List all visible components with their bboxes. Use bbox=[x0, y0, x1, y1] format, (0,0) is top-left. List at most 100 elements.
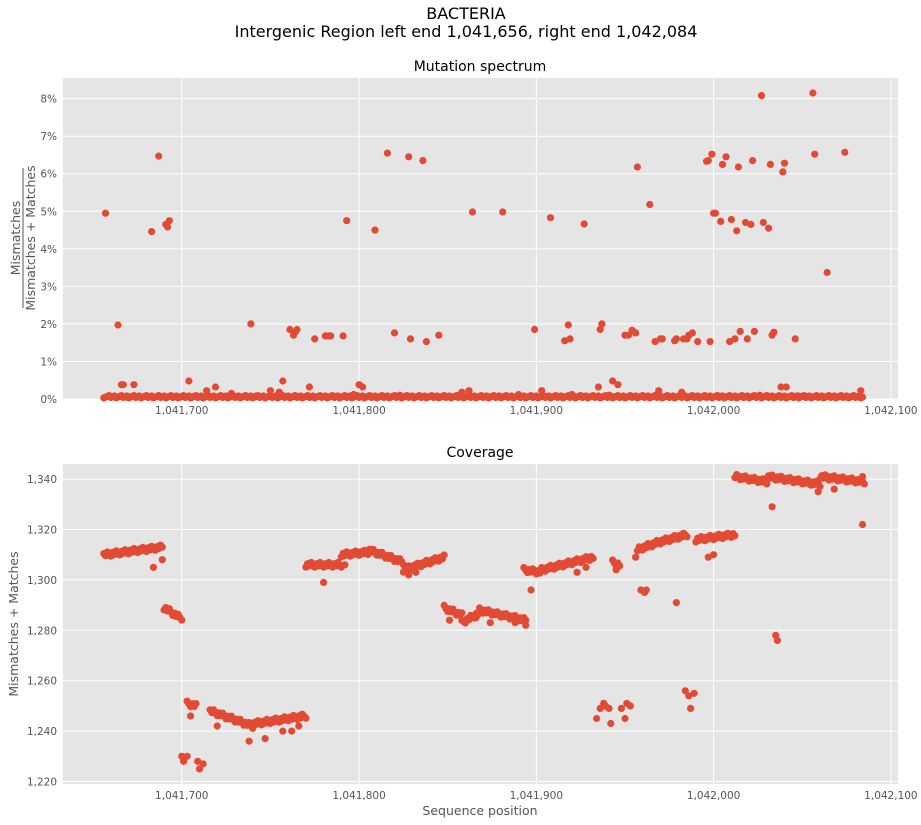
mutation-spectrum-data-point bbox=[564, 321, 572, 329]
coverage-y-tick-label: 1,240 bbox=[27, 726, 57, 738]
mutation-spectrum-data-point bbox=[419, 157, 427, 165]
coverage-data-point bbox=[681, 687, 689, 695]
coverage-y-label: Mismatches + Matches bbox=[6, 551, 21, 696]
coverage-data-point bbox=[320, 578, 328, 587]
coverage-data-point bbox=[672, 599, 681, 607]
mutation-spectrum-data-point bbox=[164, 223, 172, 231]
mutation-spectrum-data-point bbox=[383, 149, 391, 157]
mutation-spectrum-y-tick-label: 4% bbox=[40, 244, 57, 256]
coverage-data-point bbox=[690, 689, 698, 697]
coverage-data-point bbox=[279, 727, 287, 735]
mutation-spectrum-data-point bbox=[405, 153, 413, 161]
coverage-data-point bbox=[573, 568, 581, 576]
coverage-panel: Coverage 1,2201,2401,2601,2801,3001,3201… bbox=[6, 445, 918, 818]
coverage-data-point bbox=[261, 735, 269, 743]
mutation-spectrum-x-tick-label: 1,041,700 bbox=[155, 405, 208, 417]
mutation-spectrum-data-point bbox=[286, 325, 294, 334]
mutation-spectrum-data-point bbox=[343, 217, 351, 225]
coverage-data-point bbox=[642, 586, 650, 594]
coverage-data-point bbox=[522, 621, 530, 629]
mutation-spectrum-data-point bbox=[749, 157, 757, 165]
mutation-spectrum-data-point bbox=[396, 391, 404, 399]
coverage-data-point bbox=[527, 586, 535, 594]
mutation-spectrum-title: Mutation spectrum bbox=[414, 59, 547, 75]
mutation-spectrum-data-point bbox=[266, 387, 274, 395]
coverage-data-point bbox=[635, 546, 643, 554]
coverage-data-point bbox=[589, 554, 597, 563]
mutation-spectrum-data-point bbox=[743, 335, 751, 343]
mutation-spectrum-data-point bbox=[717, 217, 725, 225]
mutation-spectrum-data-point bbox=[858, 393, 867, 401]
coverage-y-tick-label: 1,260 bbox=[27, 676, 57, 688]
coverage-data-point bbox=[199, 760, 207, 768]
coverage-data-point bbox=[458, 609, 466, 617]
coverage-data-point bbox=[687, 704, 695, 713]
mutation-spectrum-data-point bbox=[598, 320, 606, 328]
mutation-spectrum-data-point bbox=[515, 390, 523, 399]
mutation-spectrum-data-point bbox=[499, 208, 507, 216]
mutation-spectrum-data-point bbox=[759, 218, 767, 227]
mutation-spectrum-data-point bbox=[596, 325, 604, 334]
mutation-spectrum-data-point bbox=[155, 152, 163, 160]
mutation-spectrum-data-point bbox=[756, 391, 764, 399]
mutation-spectrum-data-point bbox=[708, 150, 716, 158]
mutation-spectrum-data-point bbox=[672, 335, 681, 343]
coverage-data-point bbox=[472, 614, 480, 622]
mutation-spectrum-y-tick-label: 8% bbox=[40, 94, 57, 106]
coverage-y-tick-label: 1,280 bbox=[27, 625, 57, 637]
coverage-data-point bbox=[178, 616, 186, 624]
coverage-plot-area bbox=[63, 464, 898, 784]
mutation-spectrum-data-point bbox=[688, 329, 697, 337]
mutation-spectrum-y-label: Mismatches Mismatches + Matches bbox=[8, 165, 38, 310]
mutation-spectrum-data-point bbox=[165, 217, 173, 225]
mutation-spectrum-data-point bbox=[465, 387, 473, 395]
mutation-spectrum-data-point bbox=[546, 214, 555, 222]
mutation-spectrum-data-point bbox=[119, 381, 127, 389]
coverage-data-point bbox=[180, 757, 188, 765]
coverage-y-tick-label: 1,300 bbox=[27, 575, 57, 587]
coverage-data-point bbox=[486, 619, 494, 627]
coverage-data-point bbox=[405, 571, 413, 579]
mutation-spectrum-data-point bbox=[823, 268, 831, 277]
coverage-y-tick-label: 1,320 bbox=[27, 525, 57, 537]
coverage-title: Coverage bbox=[446, 445, 513, 461]
mutation-spectrum-data-point bbox=[114, 321, 122, 329]
coverage-data-point bbox=[617, 704, 626, 713]
coverage-x-tick-label: 1,041,700 bbox=[155, 790, 208, 802]
mutation-spectrum-data-point bbox=[359, 383, 367, 391]
coverage-data-point bbox=[511, 619, 519, 627]
mutation-spectrum-data-point bbox=[247, 320, 255, 328]
mutation-spectrum-data-point bbox=[811, 150, 819, 158]
mutation-spectrum-data-point bbox=[651, 338, 659, 346]
coverage-data-point bbox=[194, 757, 202, 765]
mutation-spectrum-data-point bbox=[185, 377, 193, 385]
mutation-spectrum-data-point bbox=[736, 327, 744, 335]
mutation-spectrum-data-point bbox=[435, 331, 443, 339]
coverage-data-point bbox=[183, 752, 191, 760]
mutation-spectrum-data-point bbox=[422, 338, 430, 346]
mutation-spectrum-data-point bbox=[227, 389, 235, 397]
mutation-spectrum-data-point bbox=[741, 218, 750, 227]
coverage-data-point bbox=[341, 561, 349, 569]
mutation-spectrum-data-point bbox=[538, 387, 546, 395]
mutation-spectrum-data-point bbox=[766, 160, 775, 168]
coverage-data-point bbox=[149, 563, 157, 571]
coverage-data-point bbox=[607, 719, 615, 728]
coverage-x-label: Sequence position bbox=[422, 803, 537, 818]
coverage-data-point bbox=[763, 480, 771, 488]
figure-title-line-1: BACTERIA bbox=[426, 4, 506, 23]
mutation-spectrum-data-point bbox=[704, 157, 712, 165]
mutation-spectrum-data-point bbox=[305, 383, 313, 391]
coverage-data-point bbox=[612, 566, 620, 574]
mutation-spectrum-data-point bbox=[734, 163, 743, 171]
mutation-spectrum-data-point bbox=[857, 387, 865, 395]
coverage-data-point bbox=[626, 702, 634, 710]
mutation-spectrum-data-point bbox=[770, 328, 778, 336]
mutation-spectrum-data-point bbox=[727, 215, 736, 224]
mutation-spectrum-points bbox=[100, 89, 867, 402]
mutation-spectrum-data-point bbox=[655, 387, 663, 395]
mutation-spectrum-data-point bbox=[706, 338, 714, 346]
coverage-data-point bbox=[440, 551, 448, 559]
mutation-spectrum-y-ticks: 0% 1% 2% 3% 4% 5% 6% 7% 8% bbox=[40, 94, 57, 406]
